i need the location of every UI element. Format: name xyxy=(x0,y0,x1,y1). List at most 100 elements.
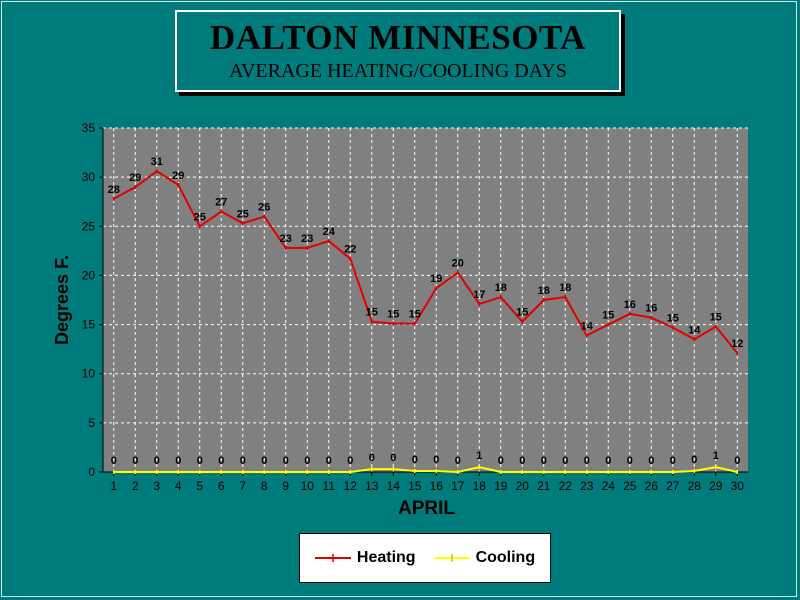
x-tick-label: 3 xyxy=(153,479,160,493)
data-label-cooling: 0 xyxy=(433,454,439,466)
x-tick-label: 27 xyxy=(666,479,680,493)
chart-legend: Heating Cooling xyxy=(299,533,551,583)
x-tick-label: 24 xyxy=(602,479,616,493)
x-tick-label: 2 xyxy=(132,479,139,493)
x-tick-label: 7 xyxy=(239,479,246,493)
series-line-heating xyxy=(113,169,739,354)
data-label-heating: 22 xyxy=(344,244,356,256)
chart-subtitle: AVERAGE HEATING/COOLING DAYS xyxy=(229,60,567,82)
x-tick-label: 26 xyxy=(645,479,659,493)
data-label-heating: 15 xyxy=(516,307,528,319)
data-label-heating: 29 xyxy=(172,170,184,182)
series-line-cooling xyxy=(113,466,738,474)
data-label-heating: 25 xyxy=(194,211,206,223)
data-label-cooling: 0 xyxy=(648,455,654,467)
data-label-heating: 15 xyxy=(710,312,722,324)
data-label-cooling: 0 xyxy=(197,455,203,467)
x-tick-label: 28 xyxy=(688,479,702,493)
data-label-cooling: 0 xyxy=(111,455,117,467)
data-label-heating: 29 xyxy=(129,172,141,184)
x-tick-label: 5 xyxy=(196,479,203,493)
x-tick-label: 8 xyxy=(261,479,268,493)
x-tick-label: 17 xyxy=(451,479,465,493)
x-tick-label: 29 xyxy=(709,479,723,493)
data-label-cooling: 0 xyxy=(498,455,504,467)
data-label-cooling: 0 xyxy=(347,455,353,467)
legend-label-heating: Heating xyxy=(356,549,416,566)
data-label-heating: 31 xyxy=(151,156,163,168)
data-label-cooling: 0 xyxy=(627,455,633,467)
data-label-cooling: 0 xyxy=(541,455,547,467)
data-label-cooling: 0 xyxy=(304,455,310,467)
chart-title: DALTON MINNESOTA xyxy=(210,18,586,57)
legend-swatch-cooling xyxy=(433,554,470,562)
y-tick-label: 35 xyxy=(82,121,96,135)
data-label-heating: 17 xyxy=(473,289,485,301)
y-tick-label: 10 xyxy=(82,367,96,381)
data-label-heating: 26 xyxy=(258,201,270,213)
data-label-heating: 19 xyxy=(430,273,442,285)
x-tick-label: 15 xyxy=(408,479,422,493)
legend-label-cooling: Cooling xyxy=(475,549,536,566)
data-label-heating: 20 xyxy=(452,257,464,269)
data-label-cooling: 0 xyxy=(670,455,676,467)
data-label-cooling: 0 xyxy=(584,455,590,467)
x-tick-label: 11 xyxy=(323,479,336,493)
data-label-cooling: 0 xyxy=(519,455,525,467)
x-tick-label: 20 xyxy=(516,479,530,493)
y-tick-label: 5 xyxy=(88,416,95,430)
x-tick-label: 16 xyxy=(430,479,444,493)
data-label-heating: 16 xyxy=(645,303,657,315)
data-label-cooling: 0 xyxy=(390,452,396,464)
data-label-heating: 15 xyxy=(602,310,614,322)
y-tick-label: 15 xyxy=(82,318,96,332)
data-label-heating: 23 xyxy=(280,233,292,245)
y-tick-label: 20 xyxy=(82,268,96,282)
data-label-heating: 18 xyxy=(495,282,507,294)
data-label-heating: 14 xyxy=(688,324,701,336)
data-label-heating: 23 xyxy=(301,233,313,245)
data-label-heating: 25 xyxy=(237,208,249,220)
x-tick-label: 10 xyxy=(301,479,315,493)
data-label-heating: 12 xyxy=(731,338,743,350)
y-tick-label: 30 xyxy=(82,170,96,184)
x-tick-label: 30 xyxy=(731,479,745,493)
x-tick-label: 6 xyxy=(218,479,225,493)
data-label-cooling: 0 xyxy=(240,455,246,467)
legend-item-cooling: Cooling xyxy=(433,549,536,567)
data-label-cooling: 0 xyxy=(154,455,160,467)
data-label-heating: 16 xyxy=(624,299,636,311)
plot-area xyxy=(103,128,748,472)
data-label-cooling: 0 xyxy=(562,455,568,467)
x-tick-label: 19 xyxy=(494,479,508,493)
legend-item-heating: Heating xyxy=(314,549,416,567)
x-tick-label: 14 xyxy=(387,479,401,493)
y-tick-label: 25 xyxy=(82,219,96,233)
data-label-heating: 28 xyxy=(108,184,120,196)
data-label-cooling: 0 xyxy=(369,452,375,464)
data-label-heating: 18 xyxy=(559,282,571,294)
data-label-cooling: 0 xyxy=(412,454,418,466)
data-label-cooling: 0 xyxy=(175,455,181,467)
chart-title-box: DALTON MINNESOTA AVERAGE HEATING/COOLING… xyxy=(175,10,621,92)
y-axis-label: Degrees F. xyxy=(52,255,72,345)
data-label-cooling: 0 xyxy=(605,455,611,467)
data-label-cooling: 0 xyxy=(132,455,138,467)
data-label-cooling: 0 xyxy=(283,455,289,467)
x-tick-label: 1 xyxy=(110,479,117,493)
legend-swatch-heating xyxy=(314,554,351,562)
data-label-cooling: 0 xyxy=(734,455,740,467)
data-label-cooling: 0 xyxy=(218,455,224,467)
x-tick-label: 12 xyxy=(344,479,358,493)
x-tick-label: 4 xyxy=(175,479,182,493)
data-label-cooling: 1 xyxy=(476,450,482,462)
data-label-heating: 15 xyxy=(667,313,679,325)
data-label-heating: 15 xyxy=(409,309,421,321)
data-label-heating: 27 xyxy=(215,197,227,209)
x-axis-label: APRIL xyxy=(398,498,455,519)
x-tick-label: 23 xyxy=(580,479,594,493)
data-label-cooling: 0 xyxy=(691,454,697,466)
data-label-cooling: 0 xyxy=(261,455,267,467)
